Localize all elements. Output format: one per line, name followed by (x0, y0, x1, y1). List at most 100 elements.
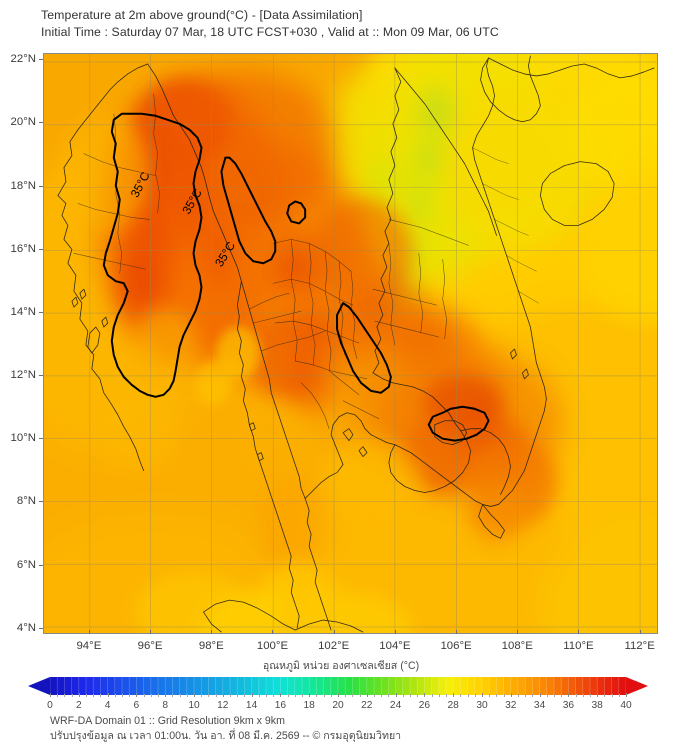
colorbar-tick-mark (539, 693, 541, 697)
colorbar-tick-label: 10 (188, 700, 200, 711)
colorbar-tick-label: 24 (389, 700, 402, 711)
x-tick-mark (211, 630, 213, 634)
colorbar-tick-mark (510, 693, 512, 697)
colorbar-minor-tick-mark (611, 694, 613, 697)
colorbar-minor-tick-mark (208, 694, 210, 697)
colorbar-title: อุณหภูมิ หน่วย องศาเซลเซียส (°C) (262, 660, 420, 672)
colorbar-segment (460, 677, 468, 695)
colorbar-minor-tick-mark (294, 694, 296, 697)
colorbar-tick-mark (453, 693, 455, 697)
y-tick-mark (39, 438, 43, 440)
colorbar-tick-label: 16 (274, 700, 287, 711)
colorbar-minor-tick-mark (474, 694, 476, 697)
colorbar-tick-label: 0 (47, 700, 53, 711)
colorbar-minor-tick-mark (489, 694, 491, 697)
x-tick-label: 98°E (198, 640, 224, 652)
colorbar-tick-mark (136, 693, 138, 697)
y-tick-label: 14°N (10, 305, 36, 318)
colorbar-segment (518, 677, 526, 695)
colorbar-segment (474, 677, 483, 695)
map-gridlines (44, 54, 657, 633)
colorbar-segment (611, 677, 620, 695)
colorbar-tick-label: 22 (361, 700, 373, 711)
colorbar-segment (122, 677, 130, 695)
colorbar-minor-tick-mark (64, 694, 66, 697)
x-tick-mark (639, 630, 641, 634)
colorbar-segment (568, 677, 576, 695)
colorbar-minor-tick-mark (244, 694, 246, 697)
colorbar-segment (150, 677, 159, 695)
colorbar-tick-mark (222, 693, 224, 697)
colorbar-tick-label: 36 (562, 700, 575, 711)
colorbar-segment (388, 677, 396, 695)
y-tick-label: 6°N (16, 558, 36, 571)
colorbar-tick-mark (395, 693, 397, 697)
colorbar-tick-label: 28 (447, 700, 459, 711)
x-tick-mark (272, 630, 274, 634)
colorbar-minor-tick-mark (352, 694, 354, 697)
colorbar-tick-label: 14 (245, 700, 258, 711)
colorbar-minor-tick-mark (129, 694, 131, 697)
colorbar-segment (582, 677, 591, 695)
colorbar-segment (302, 677, 310, 695)
colorbar-tick-mark (597, 693, 599, 697)
colorbar-segment (316, 677, 324, 695)
colorbar-tick-label: 30 (476, 700, 488, 711)
x-tick-label: 104°E (379, 640, 411, 652)
colorbar-segment (417, 677, 425, 695)
colorbar-tick-label: 12 (217, 700, 229, 711)
colorbar-tick-mark (424, 693, 426, 697)
chart-title-line-1: Temperature at 2m above ground(°C) - [Da… (41, 8, 363, 22)
map-plot-area: 35°C 35°C 35°C (43, 53, 658, 634)
colorbar-segment (590, 677, 598, 695)
colorbar-minor-tick-mark (604, 694, 606, 697)
colorbar-segment (410, 677, 418, 695)
colorbar-segment (345, 677, 353, 695)
colorbar-minor-tick-mark (57, 694, 59, 697)
colorbar-segment (114, 677, 123, 695)
colorbar-segment (86, 677, 94, 695)
y-tick-mark (39, 375, 43, 377)
colorbar-minor-tick-mark (525, 694, 527, 697)
colorbar-minor-tick-mark (230, 694, 231, 697)
colorbar-minor-tick-mark (561, 694, 563, 697)
colorbar-minor-tick-mark (410, 694, 411, 697)
colorbar-minor-tick-mark (150, 694, 152, 697)
colorbar-minor-tick-mark (158, 694, 159, 697)
colorbar-segment (532, 677, 540, 695)
colorbar-minor-tick-mark (438, 694, 440, 697)
colorbar-minor-tick-mark (237, 694, 239, 697)
colorbar-segment (496, 677, 504, 695)
x-tick-mark (578, 630, 580, 634)
colorbar-tick-mark (309, 693, 311, 697)
colorbar-minor-tick-mark (122, 694, 123, 697)
colorbar-segment (431, 677, 440, 695)
y-tick-mark (39, 311, 43, 313)
colorbar-segment (539, 677, 548, 695)
colorbar-segment (467, 677, 476, 695)
colorbar-tick-mark (366, 693, 368, 697)
colorbar-tick-label: 6 (133, 700, 140, 711)
x-tick-mark (517, 630, 519, 634)
x-tick-mark (150, 630, 152, 634)
colorbar-segment (194, 677, 202, 695)
y-tick-label: 10°N (10, 432, 36, 445)
colorbar-segment (309, 677, 317, 695)
colorbar-segment (57, 677, 65, 695)
x-tick-label: 112°E (624, 640, 655, 652)
colorbar-extend-max (626, 677, 648, 695)
colorbar-segment (107, 677, 116, 695)
x-tick-mark (394, 630, 396, 634)
colorbar-segment (230, 677, 238, 695)
colorbar-tick-label: 38 (591, 700, 603, 711)
colorbar-minor-tick-mark (496, 694, 498, 697)
colorbar-minor-tick-mark (266, 694, 267, 697)
colorbar-segment (280, 677, 288, 695)
x-tick-label: 96°E (137, 640, 163, 652)
colorbar-tick-label: 40 (620, 700, 632, 711)
colorbar-minor-tick-mark (71, 694, 73, 697)
y-tick-label: 8°N (16, 495, 36, 508)
colorbar-minor-tick-mark (503, 694, 505, 697)
colorbar-tick-mark (107, 693, 109, 697)
colorbar-segment (78, 677, 87, 695)
